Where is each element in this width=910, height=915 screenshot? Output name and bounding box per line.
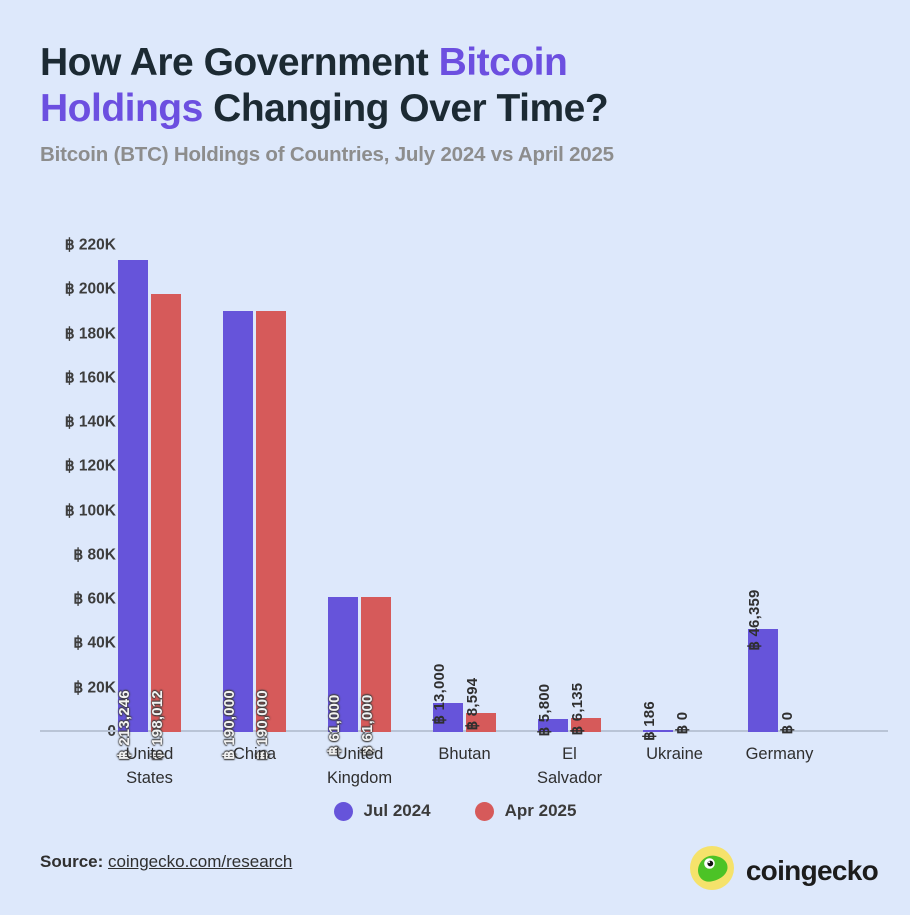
legend-dot-apr-2025 [474, 801, 494, 821]
bar-value-label: ฿ 0 [674, 711, 691, 735]
source-note: Source: coingecko.com/research [40, 852, 292, 872]
bar-apr-2025[interactable]: ฿ 198,012 [149, 293, 181, 760]
chart-legend: Jul 2024 Apr 2025 [0, 801, 910, 821]
bar-value-label: ฿ 13,000 [431, 663, 448, 725]
bar-group: ฿ 5,800 ฿ 6,135 [536, 198, 601, 737]
y-axis-tick: ฿ 80K [73, 546, 116, 564]
x-axis-label: United States [125, 745, 174, 787]
legend-label-apr-2025: Apr 2025 [504, 801, 577, 820]
bar-group: ฿ 213,246 ฿ 198,012 [116, 198, 181, 760]
brand-name: coingecko [745, 854, 879, 886]
x-axis-label: El Salvador [536, 745, 603, 787]
source-label: Source: [40, 852, 104, 871]
bar-apr-2025[interactable]: ฿ 61,000 [359, 596, 391, 756]
bar-apr-2025[interactable]: ฿ 6,135 [569, 683, 601, 736]
bar-groups: ฿ 213,246 ฿ 198,012 ฿ 190,000 ฿ 190,000 ฿ 61… [116, 198, 880, 760]
bar-group: ฿ 186 ฿ 0 [641, 198, 706, 741]
bar-jul-2024[interactable]: ฿ 190,000 [221, 311, 253, 760]
page-title: How Are Government Bitcoin Holdings Chan… [40, 40, 880, 132]
bar-chart: 0฿ 20K฿ 40K฿ 60K฿ 80K฿ 100K฿ 120K฿ 140K฿… [0, 198, 910, 760]
legend-label-jul-2024: Jul 2024 [363, 801, 431, 820]
bar-apr-2025[interactable]: ฿ 190,000 [254, 311, 286, 760]
page-subtitle: Bitcoin (BTC) Holdings of Countries, Jul… [40, 143, 614, 167]
bar-value-label: ฿ 0 [779, 711, 796, 735]
bar-value-label: ฿ 8,594 [464, 677, 481, 731]
bar-group: ฿ 190,000 ฿ 190,000 [221, 198, 286, 760]
y-axis-tick: ฿ 220K [64, 236, 116, 254]
legend-item-apr-2025[interactable]: Apr 2025 [474, 801, 577, 821]
header: How Are Government Bitcoin Holdings Chan… [40, 40, 880, 167]
bar-jul-2024[interactable]: ฿ 61,000 [326, 596, 358, 756]
x-axis-label: Germany [745, 745, 814, 763]
title-accent-bitcoin: Bitcoin [438, 41, 568, 84]
x-axis-label: China [232, 745, 277, 763]
legend-item-jul-2024[interactable]: Jul 2024 [333, 801, 431, 821]
brand-logo[interactable]: coingecko [689, 845, 879, 896]
title-text-1: How Are Government [40, 41, 439, 84]
bar-value-label: ฿ 46,359 [746, 589, 763, 651]
bar-group: ฿ 13,000 ฿ 8,594 [431, 198, 496, 732]
x-axis-labels: United States China United Kingdom Bhutan El Sa… [118, 743, 880, 799]
bar-jul-2024[interactable]: ฿ 186 [641, 701, 673, 741]
bar-group: ฿ 61,000 ฿ 61,000 [326, 198, 391, 756]
x-axis-label: Ukraine [646, 745, 703, 763]
coingecko-gecko-icon [689, 845, 735, 896]
y-axis-tick: ฿ 20K [73, 679, 116, 697]
bar-jul-2024[interactable]: ฿ 46,359 [746, 590, 778, 732]
y-axis-tick: ฿ 40K [73, 634, 116, 652]
x-axis-line [40, 730, 888, 732]
footer: Source: coingecko.com/research coingecko [0, 845, 910, 905]
bar-value-label: ฿ 5,800 [536, 683, 553, 737]
bar-jul-2024[interactable]: ฿ 13,000 [431, 664, 463, 732]
y-axis-labels: 0฿ 20K฿ 40K฿ 60K฿ 80K฿ 100K฿ 120K฿ 140K฿… [38, 198, 116, 743]
bar-jul-2024[interactable]: ฿ 213,246 [116, 259, 148, 760]
bar-group: ฿ 46,359 ฿ 0 [746, 198, 811, 735]
bar-apr-2025[interactable]: ฿ 8,594 [464, 678, 496, 732]
title-text-2: Changing Over Time? [202, 87, 609, 131]
y-axis-tick: ฿ 180K [64, 325, 116, 343]
source-link[interactable]: coingecko.com/research [108, 852, 293, 871]
bar-value-label: ฿ 186 [641, 701, 658, 741]
y-axis-tick: ฿ 100K [64, 502, 116, 520]
x-axis-label: Bhutan [438, 745, 491, 763]
y-axis-tick: ฿ 120K [64, 457, 116, 475]
title-accent-holdings: Holdings [40, 87, 203, 131]
x-axis-label: United Kingdom [326, 745, 393, 787]
bar-jul-2024[interactable]: ฿ 5,800 [536, 684, 568, 737]
y-axis-tick: ฿ 60K [73, 590, 116, 608]
y-axis-tick: ฿ 200K [64, 280, 116, 298]
y-axis-tick: ฿ 160K [64, 369, 116, 387]
y-axis-tick: ฿ 140K [64, 413, 116, 431]
legend-dot-jul-2024 [333, 801, 353, 821]
bar-value-label: ฿ 6,135 [569, 683, 586, 736]
